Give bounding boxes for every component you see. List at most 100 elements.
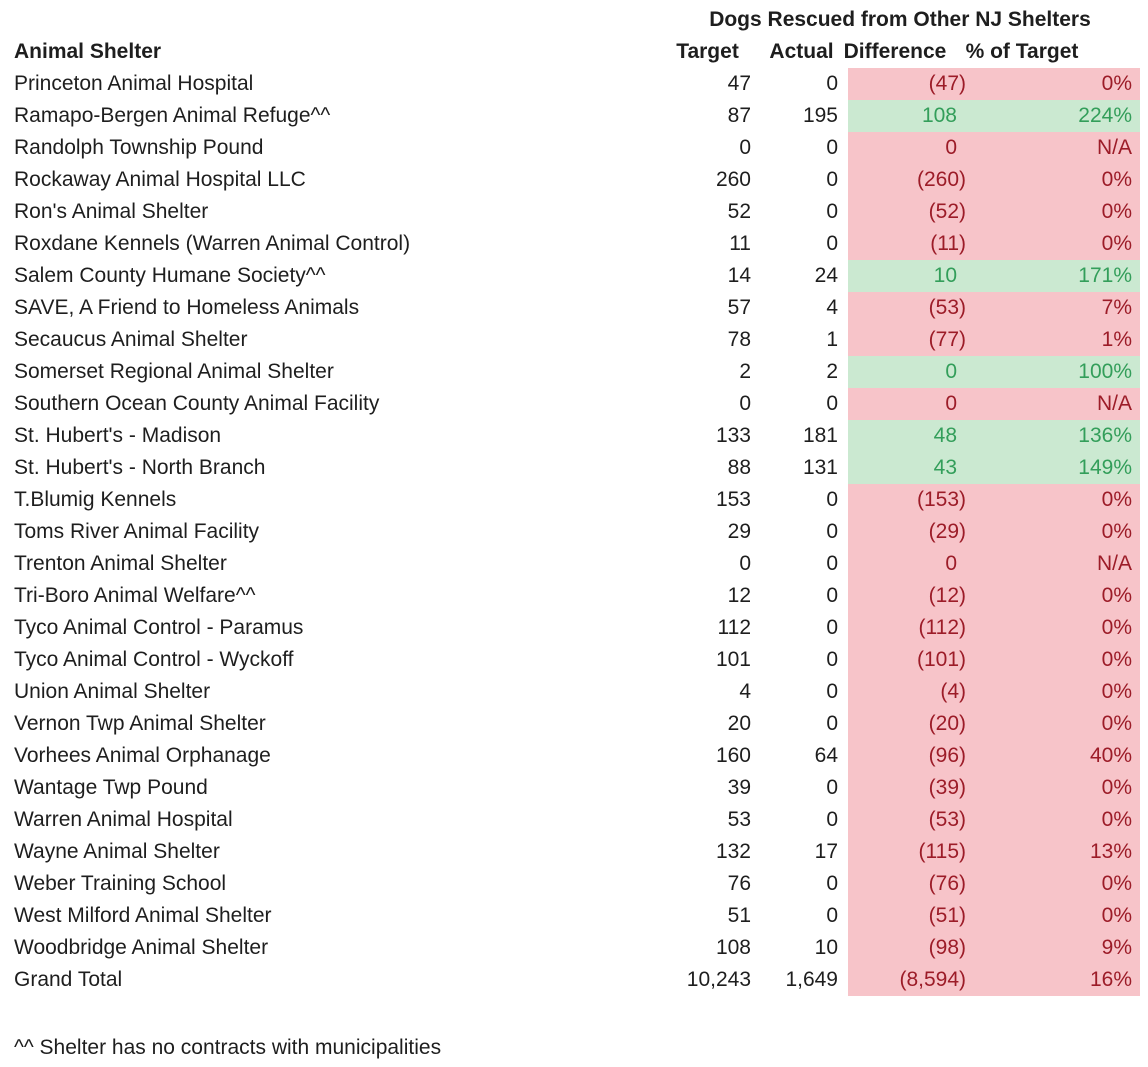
actual-cell[interactable]: 0 [826,552,838,575]
shelter-name-cell[interactable]: Roxdane Kennels (Warren Animal Control) [14,232,411,255]
shelter-name-cell[interactable]: Tri-Boro Animal Welfare^^ [14,584,256,607]
actual-cell[interactable]: 0 [826,616,838,639]
target-cell[interactable]: 51 [727,904,751,927]
target-cell[interactable]: 160 [715,744,751,767]
target-cell[interactable]: 78 [727,328,751,351]
percent-cell[interactable]: 0% [970,228,1140,260]
percent-cell[interactable]: 0% [970,196,1140,228]
footnote[interactable]: ^^ Shelter has no contracts with municip… [14,1036,442,1059]
target-cell[interactable]: 20 [727,712,751,735]
percent-cell[interactable]: 0% [970,900,1140,932]
actual-cell[interactable]: 4 [826,296,838,319]
actual-cell[interactable]: 0 [826,648,838,671]
shelter-name-cell[interactable]: Grand Total [14,968,123,991]
shelter-name-cell[interactable]: Secaucus Animal Shelter [14,328,248,351]
target-cell[interactable]: 87 [727,104,751,127]
difference-cell[interactable]: (112) [848,612,970,644]
actual-cell[interactable]: 0 [826,584,838,607]
actual-cell[interactable]: 131 [802,456,838,479]
actual-cell[interactable]: 24 [814,264,838,287]
shelter-name-cell[interactable]: St. Hubert's - North Branch [14,456,266,479]
target-cell[interactable]: 108 [715,936,751,959]
difference-cell[interactable]: (153) [848,484,970,516]
actual-cell[interactable]: 0 [826,488,838,511]
percent-cell[interactable]: 0% [970,580,1140,612]
percent-cell[interactable]: N/A [970,548,1140,580]
difference-cell[interactable]: (12) [848,580,970,612]
difference-cell[interactable]: (39) [848,772,970,804]
target-cell[interactable]: 0 [739,392,751,415]
actual-cell[interactable]: 1,649 [785,968,838,991]
percent-cell[interactable]: 7% [970,292,1140,324]
shelter-name-cell[interactable]: West Milford Animal Shelter [14,904,272,927]
percent-cell[interactable]: 0% [970,708,1140,740]
report-title[interactable]: Dogs Rescued from Other NJ Shelters [709,8,1091,31]
percent-cell[interactable]: 0% [970,772,1140,804]
difference-cell[interactable]: 0 [848,388,970,420]
percent-cell[interactable]: 100% [970,356,1140,388]
shelter-name-cell[interactable]: Woodbridge Animal Shelter [14,936,269,959]
difference-cell[interactable]: (53) [848,292,970,324]
difference-cell[interactable]: 43 [848,452,970,484]
percent-cell[interactable]: 16% [970,964,1140,996]
percent-cell[interactable]: 9% [970,932,1140,964]
target-cell[interactable]: 10,243 [686,968,751,991]
difference-cell[interactable]: 0 [848,548,970,580]
target-cell[interactable]: 12 [727,584,751,607]
difference-cell[interactable]: (11) [848,228,970,260]
percent-cell[interactable]: N/A [970,132,1140,164]
percent-cell[interactable]: 0% [970,612,1140,644]
difference-cell[interactable]: (51) [848,900,970,932]
difference-cell[interactable]: 10 [848,260,970,292]
shelter-name-cell[interactable]: Wayne Animal Shelter [14,840,220,863]
difference-cell[interactable]: (20) [848,708,970,740]
actual-cell[interactable]: 0 [826,136,838,159]
difference-cell[interactable]: (96) [848,740,970,772]
shelter-name-cell[interactable]: Union Animal Shelter [14,680,211,703]
difference-cell[interactable]: (260) [848,164,970,196]
shelter-name-cell[interactable]: Vernon Twp Animal Shelter [14,712,266,735]
target-cell[interactable]: 53 [727,808,751,831]
difference-cell[interactable]: (101) [848,644,970,676]
shelter-name-cell[interactable]: T.Blumig Kennels [14,488,177,511]
target-cell[interactable]: 14 [727,264,751,287]
percent-cell[interactable]: 0% [970,68,1140,100]
actual-cell[interactable]: 0 [826,168,838,191]
actual-cell[interactable]: 181 [802,424,838,447]
target-cell[interactable]: 52 [727,200,751,223]
shelter-name-cell[interactable]: Warren Animal Hospital [14,808,233,831]
percent-cell[interactable]: N/A [970,388,1140,420]
column-header-difference[interactable]: Difference [843,40,947,63]
actual-cell[interactable]: 0 [826,808,838,831]
difference-cell[interactable]: (52) [848,196,970,228]
percent-cell[interactable]: 0% [970,804,1140,836]
difference-cell[interactable]: (29) [848,516,970,548]
shelter-name-cell[interactable]: Randolph Township Pound [14,136,264,159]
shelter-name-cell[interactable]: Salem County Humane Society^^ [14,264,326,287]
percent-cell[interactable]: 0% [970,644,1140,676]
target-cell[interactable]: 132 [715,840,751,863]
shelter-name-cell[interactable]: Trenton Animal Shelter [14,552,227,575]
actual-cell[interactable]: 10 [814,936,838,959]
shelter-name-cell[interactable]: Tyco Animal Control - Paramus [14,616,304,639]
actual-cell[interactable]: 0 [826,200,838,223]
actual-cell[interactable]: 0 [826,872,838,895]
percent-cell[interactable]: 13% [970,836,1140,868]
target-cell[interactable]: 101 [715,648,751,671]
target-cell[interactable]: 260 [715,168,751,191]
percent-cell[interactable]: 0% [970,484,1140,516]
target-cell[interactable]: 4 [739,680,751,703]
target-cell[interactable]: 29 [727,520,751,543]
percent-cell[interactable]: 0% [970,868,1140,900]
target-cell[interactable]: 0 [739,136,751,159]
actual-cell[interactable]: 0 [826,712,838,735]
target-cell[interactable]: 39 [727,776,751,799]
actual-cell[interactable]: 0 [826,904,838,927]
difference-cell[interactable]: (98) [848,932,970,964]
target-cell[interactable]: 88 [727,456,751,479]
percent-cell[interactable]: 0% [970,164,1140,196]
shelter-name-cell[interactable]: Wantage Twp Pound [14,776,208,799]
percent-cell[interactable]: 0% [970,676,1140,708]
difference-cell[interactable]: (8,594) [848,964,970,996]
difference-cell[interactable]: (76) [848,868,970,900]
